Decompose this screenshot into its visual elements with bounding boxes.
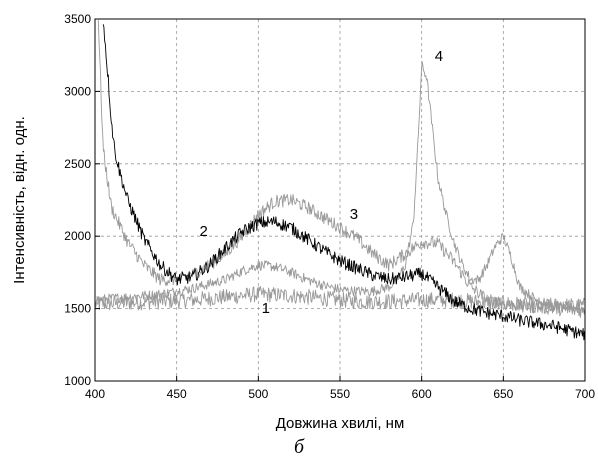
y-tick-label-0: 1000: [64, 374, 91, 388]
x-tick-label-0: 400: [85, 387, 105, 401]
curve-label-3: 3: [350, 206, 358, 223]
series-line-2: [102, 24, 586, 341]
y-axis-title: Інтенсивність, відн. одн.: [11, 116, 28, 284]
grid: [95, 19, 585, 381]
curve-label-2: 2: [200, 223, 208, 240]
figure-caption: б: [293, 436, 305, 458]
axis-ticks: 400 450 500 550 600 650 700 1000 1500 2000 2500 300…: [64, 12, 595, 401]
x-tick-label-4: 600: [412, 387, 432, 401]
x-tick-label-1: 450: [167, 387, 187, 401]
series-line-4: [94, 61, 585, 313]
x-tick-label-3: 550: [330, 387, 350, 401]
curves: [94, 20, 586, 341]
y-tick-label-3: 2500: [64, 157, 91, 171]
y-tick-label-1: 1500: [64, 302, 91, 316]
curve-label-4: 4: [435, 48, 443, 65]
y-tick-label-2: 2000: [64, 229, 91, 243]
x-axis-title: Довжина хвилі, нм: [276, 415, 405, 432]
curve-labels: 1 2 3 4: [200, 48, 444, 317]
y-tick-label-4: 3000: [64, 84, 91, 98]
x-tick-label-5: 650: [493, 387, 513, 401]
x-tick-label-6: 700: [575, 387, 595, 401]
x-tick-label-2: 500: [248, 387, 268, 401]
curve-label-1: 1: [262, 300, 270, 317]
y-tick-label-5: 3500: [64, 12, 91, 26]
